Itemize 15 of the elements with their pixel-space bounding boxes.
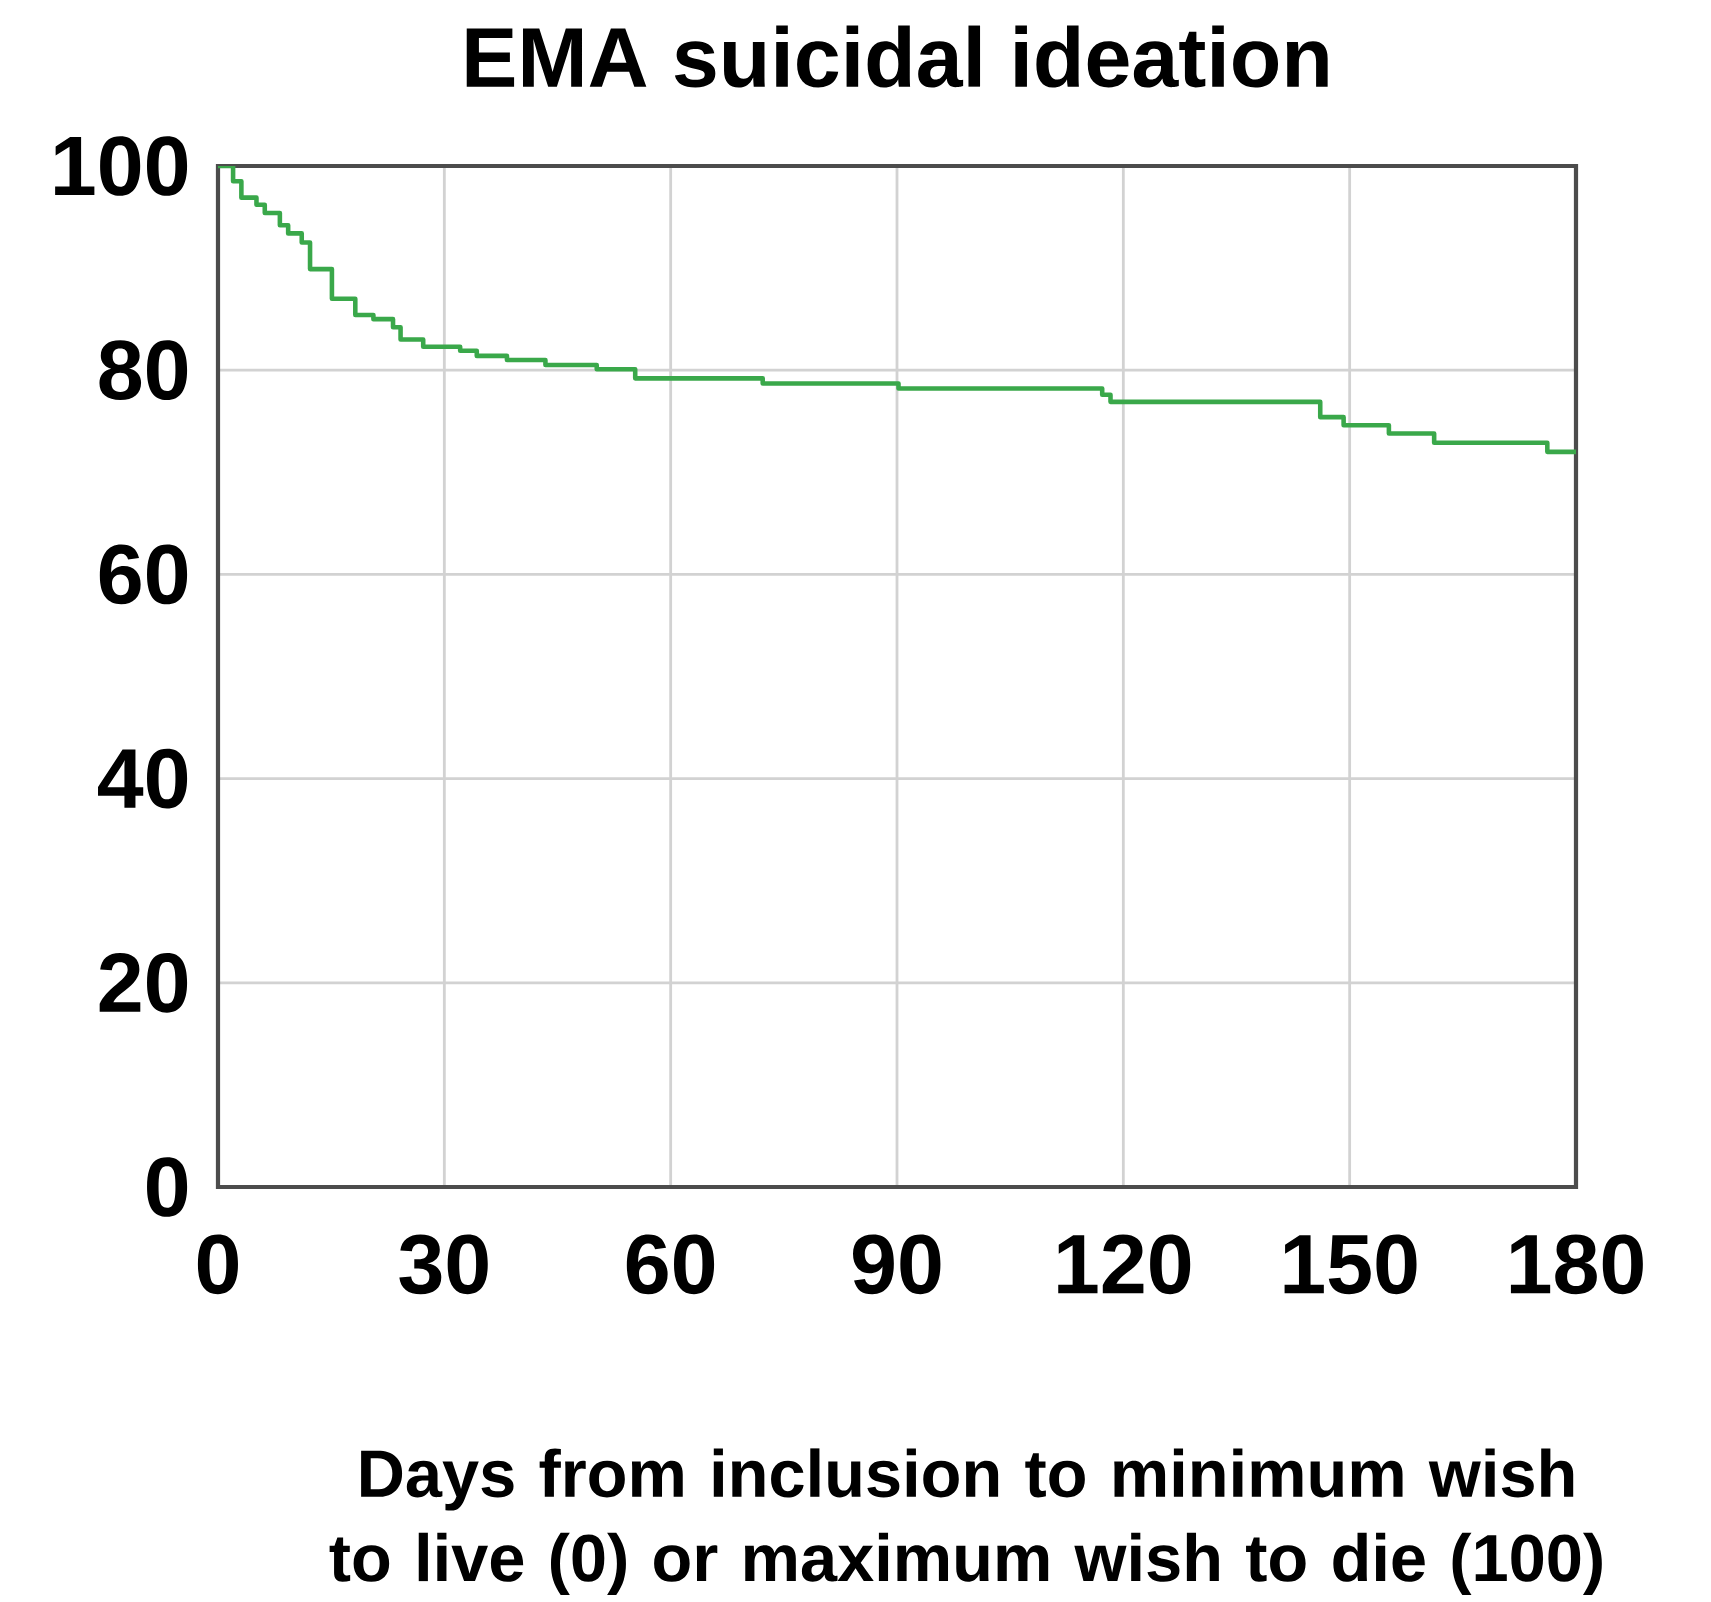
x-tick-label: 30 <box>399 1234 488 1295</box>
x-axis-title: Days from inclusion to minimum wish to live (0) or maximum wish to die (100) <box>329 1448 1602 1595</box>
y-tick-label: 80 <box>99 340 188 401</box>
x-tick-label: 90 <box>853 1234 941 1295</box>
y-tick-label: 60 <box>99 544 188 605</box>
x-tick-label: 150 <box>1284 1234 1417 1295</box>
x-tick-label: 60 <box>626 1234 715 1295</box>
y-tick-label: 0 <box>147 1157 188 1217</box>
y-tick-label: 40 <box>98 748 188 809</box>
y-tick-label: 100 <box>55 136 188 196</box>
x-tick-label: 120 <box>1058 1234 1191 1295</box>
x-tick-label: 180 <box>1510 1234 1643 1295</box>
x-tick-label: 0 <box>197 1234 238 1295</box>
chart-title: EMA suicidal ideation <box>466 25 1328 88</box>
y-tick-label: 20 <box>99 952 188 1013</box>
